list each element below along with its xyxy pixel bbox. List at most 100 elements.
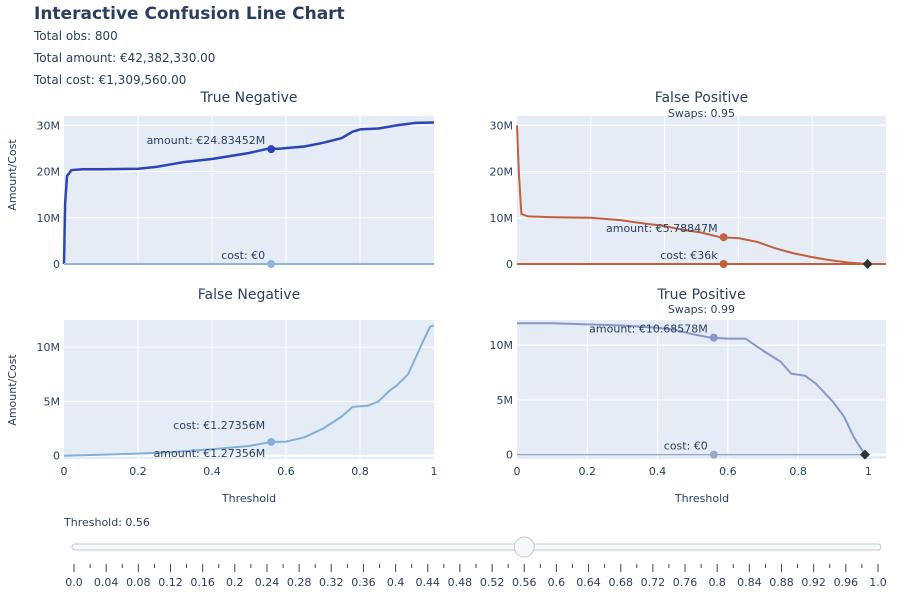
xtick-label: 1	[431, 465, 438, 478]
threshold-marker	[719, 260, 728, 268]
chart-tp: 0 5M 10M 0 0.2 0.4 0.6 0.8 1 True PositiveSwaps: …	[490, 287, 886, 478]
chart-tn: 0 10M 20M 30M True Negative amount: €24.83452…	[37, 90, 435, 271]
ytick-label: 20M	[490, 166, 514, 179]
series-line-amount	[517, 322, 866, 456]
slider-tick-label: 0.88	[769, 576, 794, 589]
ytick-label: 0	[53, 450, 60, 463]
slider-tick-label: 0.2	[226, 576, 244, 589]
annotation-label: cost: €36k	[660, 249, 718, 262]
threshold-marker	[267, 437, 276, 446]
xtick-label: 1	[865, 465, 872, 478]
slider-tick-label: 0.72	[641, 576, 666, 589]
annotation-label: cost: €1.27356M	[173, 419, 265, 432]
slider-tick-label: 0.44	[416, 576, 441, 589]
slider-tick-label: 0.32	[319, 576, 344, 589]
plot-area-fp	[517, 116, 886, 264]
annotation-label: amount: €24.83452M	[147, 134, 266, 147]
slider-tick-label: 0.6	[548, 576, 566, 589]
annotation-label: amount: €5.78847M	[606, 222, 718, 235]
ytick-label: 10M	[37, 341, 61, 354]
annotation-label: cost: €0	[664, 440, 708, 453]
slider-tick-label: 0.48	[448, 576, 473, 589]
xtick-label: 0.6	[277, 465, 295, 478]
ytick-label: 0	[53, 258, 60, 271]
slider-tick-label: 0.16	[190, 576, 215, 589]
ylabel-bottom: Amount/Cost	[6, 354, 19, 426]
slider-tick-label: 0.8	[708, 576, 726, 589]
ytick-label: 0	[506, 258, 513, 271]
chart-subtitle: Swaps: 0.95	[668, 107, 735, 120]
diamond-marker	[859, 449, 870, 460]
threshold-marker	[267, 145, 276, 154]
slider-tick-label: 0.04	[94, 576, 119, 589]
ytick-label: 30M	[490, 119, 514, 132]
threshold-slider-panel: Threshold: 0.56 0.0 0.04 0.08 0.12 0.16 0.2 0.…	[0, 510, 898, 594]
xtick-label: 0.6	[719, 465, 737, 478]
plot-area-fn	[64, 320, 434, 459]
total-obs: Total obs: 800	[34, 29, 118, 43]
xtick-label: 0.8	[789, 465, 807, 478]
slider-tick-label: 1.0	[869, 576, 887, 589]
slider-tick-label: 0.64	[576, 576, 601, 589]
slider-tick-label: 0.24	[255, 576, 280, 589]
chart-title: False Positive	[655, 90, 749, 106]
chart-title: True Positive	[656, 287, 745, 303]
xtick-label: 0.8	[351, 465, 369, 478]
ytick-label: 5M	[44, 395, 61, 408]
threshold-marker	[709, 333, 718, 342]
annotation-label: amount: €1.27356M	[154, 447, 266, 460]
chart-title: True Negative	[199, 90, 297, 106]
slider-tick-label: 0.84	[737, 576, 762, 589]
series-line-amount	[516, 125, 875, 265]
slider-tick-label: 0.0	[65, 576, 83, 589]
threshold-marker	[719, 233, 728, 242]
ytick-label: 10M	[37, 212, 61, 225]
slider-tick-label: 0.96	[834, 576, 859, 589]
xtick-label: 0.4	[203, 465, 221, 478]
slider-tick-label: 0.76	[673, 576, 698, 589]
total-cost: Total cost: €1,309,560.00	[34, 73, 187, 87]
slider-tick-label: 0.56	[512, 576, 537, 589]
threshold-slider[interactable]: 0.0 0.04 0.08 0.12 0.16 0.2 0.24 0.28 0.32 0.36 0.…	[0, 510, 898, 594]
ylabel-top: Amount/Cost	[6, 139, 19, 211]
series-line-amount	[63, 324, 435, 457]
slider-rail[interactable]	[71, 543, 882, 551]
annotation-label: cost: €0	[221, 249, 265, 262]
series-line-amount	[62, 121, 435, 265]
xtick-label: 0.4	[649, 465, 667, 478]
slider-value-label: Threshold: 0.56	[64, 516, 150, 529]
xtick-label: 0.2	[129, 465, 147, 478]
slider-handle[interactable]	[513, 536, 535, 558]
ytick-label: 10M	[490, 339, 514, 352]
chart-subtitle: Swaps: 0.99	[668, 303, 735, 316]
slider-tick-label: 0.28	[287, 576, 312, 589]
xtick-label: 0.2	[579, 465, 597, 478]
ytick-label: 30M	[37, 119, 61, 132]
threshold-marker	[267, 260, 276, 268]
xlabel-right: Threshold	[674, 492, 729, 505]
page-title: Interactive Confusion Line Chart	[34, 4, 345, 24]
slider-tick-label: 0.12	[158, 576, 183, 589]
chart-fn: 0 5M 10M 0 0.2 0.4 0.6 0.8 1 False Negative cost: …	[37, 287, 438, 478]
threshold-marker	[709, 450, 718, 459]
diamond-marker	[862, 259, 873, 269]
xtick-label: 0	[61, 465, 68, 478]
total-amount: Total amount: €42,382,330.00	[34, 51, 216, 65]
ytick-label: 10M	[490, 212, 514, 225]
slider-tick-label: 0.68	[608, 576, 633, 589]
slider-tick-label: 0.36	[351, 576, 376, 589]
ytick-label: 5M	[497, 394, 514, 407]
slider-tick-label: 0.4	[387, 576, 405, 589]
ytick-label: 0	[506, 449, 513, 462]
xtick-label: 0	[514, 465, 521, 478]
plot-area-tn	[64, 116, 434, 264]
chart-title: False Negative	[198, 287, 300, 303]
plot-area-tp	[517, 320, 886, 459]
ytick-label: 20M	[37, 166, 61, 179]
annotation-label: amount: €10.68578M	[589, 323, 708, 336]
charts-canvas: Amount/Cost Amount/Cost Threshold Thresh…	[6, 90, 886, 505]
xlabel-left: Threshold	[221, 492, 276, 505]
slider-tick-label: 0.08	[126, 576, 151, 589]
slider-tick-label: 0.92	[801, 576, 826, 589]
